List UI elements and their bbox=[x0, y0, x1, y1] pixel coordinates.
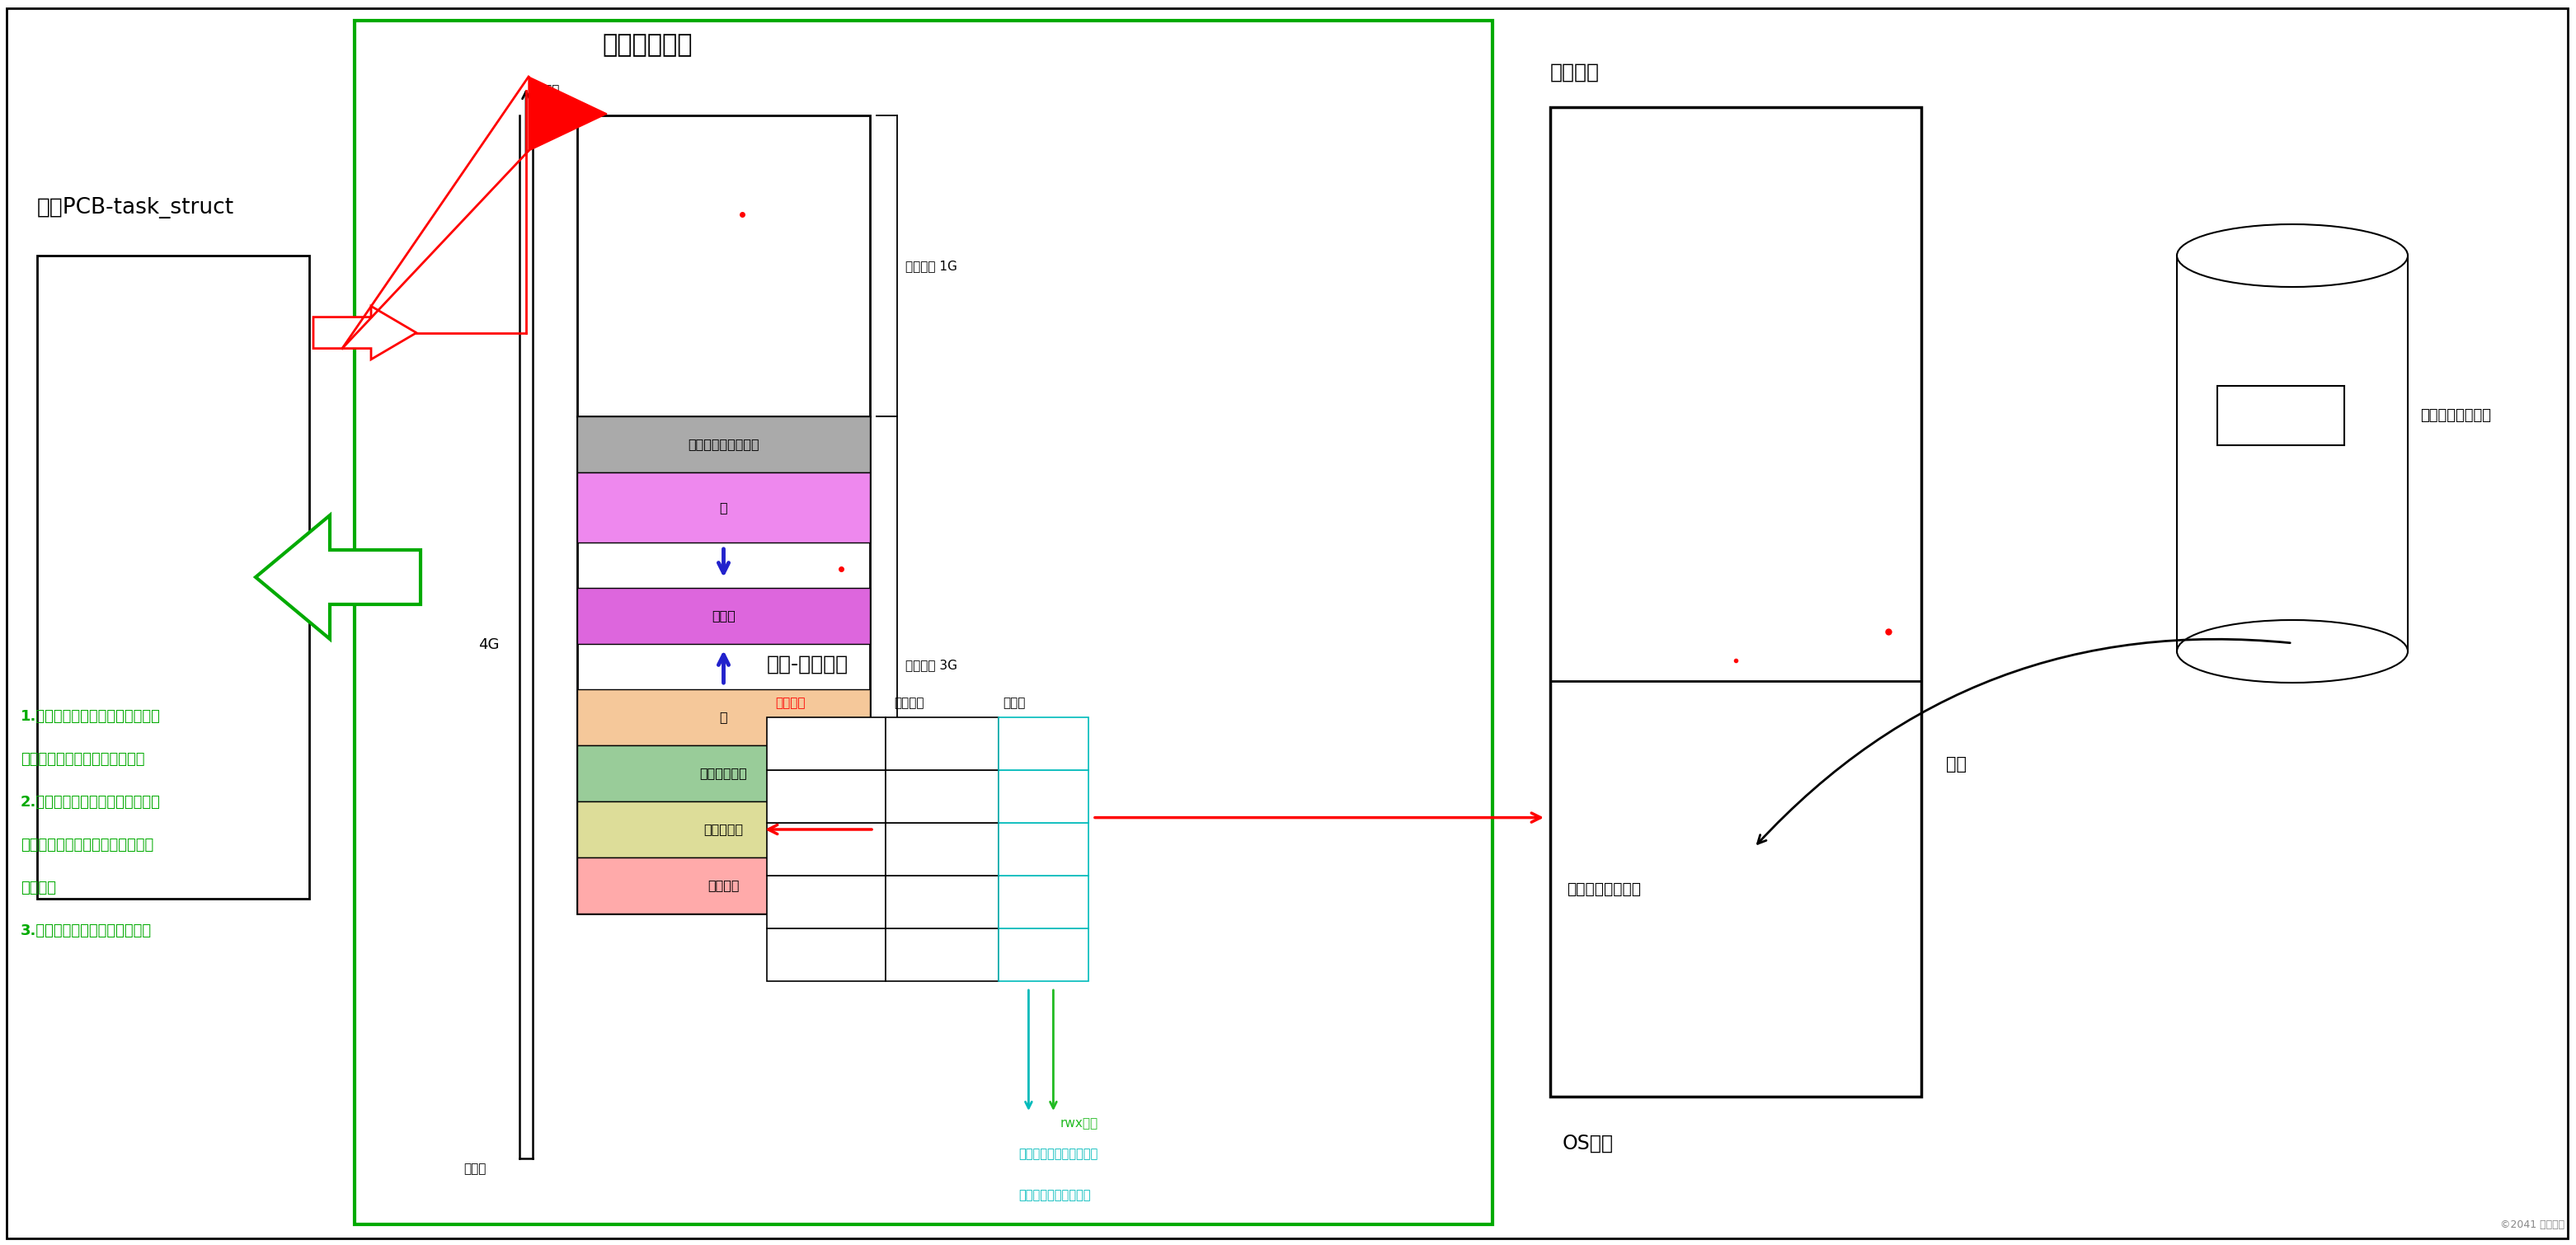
FancyBboxPatch shape bbox=[999, 875, 1090, 929]
FancyBboxPatch shape bbox=[886, 771, 999, 823]
Text: 二进制可执行程序: 二进制可执行程序 bbox=[2421, 408, 2491, 423]
FancyBboxPatch shape bbox=[768, 929, 886, 981]
FancyBboxPatch shape bbox=[36, 255, 309, 899]
FancyBboxPatch shape bbox=[886, 717, 999, 771]
FancyBboxPatch shape bbox=[886, 875, 999, 929]
Text: 写时拷贝）（怎样判断后面讲：技: 写时拷贝）（怎样判断后面讲：技 bbox=[21, 838, 155, 853]
Text: 状态）（怎样判断：缺页中断）: 状态）（怎样判断：缺页中断） bbox=[21, 752, 144, 767]
Text: 进程的代码和数据: 进程的代码和数据 bbox=[1566, 881, 1641, 896]
Ellipse shape bbox=[2177, 620, 2409, 682]
Text: 内核空间 1G: 内核空间 1G bbox=[904, 260, 958, 273]
Text: 用户空间 3G: 用户空间 3G bbox=[904, 659, 958, 671]
Text: 1.是不是数据不在物理内存（挂起: 1.是不是数据不在物理内存（挂起 bbox=[21, 710, 160, 723]
Text: 进程PCB-task_struct: 进程PCB-task_struct bbox=[36, 197, 234, 218]
Text: 栈: 栈 bbox=[719, 502, 726, 514]
FancyBboxPatch shape bbox=[8, 9, 2568, 1239]
FancyBboxPatch shape bbox=[999, 771, 1090, 823]
Text: 物理地址: 物理地址 bbox=[894, 697, 925, 710]
Text: 术技术）: 术技术） bbox=[21, 880, 57, 895]
Text: 共享区: 共享区 bbox=[711, 610, 737, 622]
FancyBboxPatch shape bbox=[577, 746, 871, 802]
Ellipse shape bbox=[2177, 224, 2409, 286]
FancyBboxPatch shape bbox=[577, 472, 871, 543]
Polygon shape bbox=[528, 77, 608, 151]
Text: 4G: 4G bbox=[479, 637, 500, 652]
FancyBboxPatch shape bbox=[886, 823, 999, 875]
Text: rwx权限: rwx权限 bbox=[1059, 1117, 1097, 1129]
Text: 该虚拟地址所指向的空间: 该虚拟地址所指向的空间 bbox=[1018, 1148, 1097, 1160]
Text: 虚拟地址: 虚拟地址 bbox=[775, 697, 806, 710]
Text: 物理内存: 物理内存 bbox=[1551, 62, 1600, 82]
Text: 进程地址空间: 进程地址空间 bbox=[603, 32, 693, 57]
FancyBboxPatch shape bbox=[999, 823, 1090, 875]
Text: 页表-映射关系: 页表-映射关系 bbox=[768, 655, 848, 675]
FancyBboxPatch shape bbox=[577, 858, 871, 914]
Text: 2.是不是数据需要写时拷贝（发生: 2.是不是数据需要写时拷贝（发生 bbox=[21, 794, 160, 809]
FancyBboxPatch shape bbox=[999, 929, 1090, 981]
Polygon shape bbox=[314, 306, 417, 360]
Text: 低地址: 低地址 bbox=[464, 1163, 487, 1175]
Text: 正文代码: 正文代码 bbox=[708, 879, 739, 891]
Text: 初始化数据: 初始化数据 bbox=[703, 823, 744, 835]
Text: 未初始化数据: 未初始化数据 bbox=[701, 767, 747, 779]
FancyBboxPatch shape bbox=[577, 416, 871, 472]
Text: 高地址: 高地址 bbox=[538, 93, 562, 106]
FancyBboxPatch shape bbox=[577, 690, 871, 746]
FancyBboxPatch shape bbox=[768, 717, 886, 771]
FancyBboxPatch shape bbox=[768, 823, 886, 875]
Text: 高地址: 高地址 bbox=[536, 85, 559, 96]
FancyBboxPatch shape bbox=[2218, 386, 2344, 446]
Text: ©2041 米塘算法: ©2041 米塘算法 bbox=[2501, 1219, 2566, 1230]
Text: OS内部: OS内部 bbox=[1564, 1134, 1613, 1153]
FancyBboxPatch shape bbox=[886, 929, 999, 981]
Text: 是否存在于物理空间中: 是否存在于物理空间中 bbox=[1018, 1189, 1090, 1201]
FancyBboxPatch shape bbox=[999, 717, 1090, 771]
Polygon shape bbox=[255, 515, 420, 639]
FancyBboxPatch shape bbox=[355, 21, 1492, 1224]
FancyBboxPatch shape bbox=[577, 588, 871, 644]
FancyBboxPatch shape bbox=[577, 116, 871, 416]
Text: 3.如果都不是，才进行异常处理: 3.如果都不是，才进行异常处理 bbox=[21, 924, 152, 939]
Text: 堆: 堆 bbox=[719, 711, 726, 723]
FancyBboxPatch shape bbox=[577, 416, 871, 914]
Text: 标识位: 标识位 bbox=[1002, 697, 1025, 710]
Text: 加载: 加载 bbox=[1945, 756, 1965, 772]
FancyBboxPatch shape bbox=[1551, 107, 1922, 1097]
FancyBboxPatch shape bbox=[577, 802, 871, 858]
FancyBboxPatch shape bbox=[768, 875, 886, 929]
Text: 命令行参数环境变量: 命令行参数环境变量 bbox=[688, 438, 760, 451]
FancyBboxPatch shape bbox=[2177, 255, 2409, 651]
FancyBboxPatch shape bbox=[768, 771, 886, 823]
